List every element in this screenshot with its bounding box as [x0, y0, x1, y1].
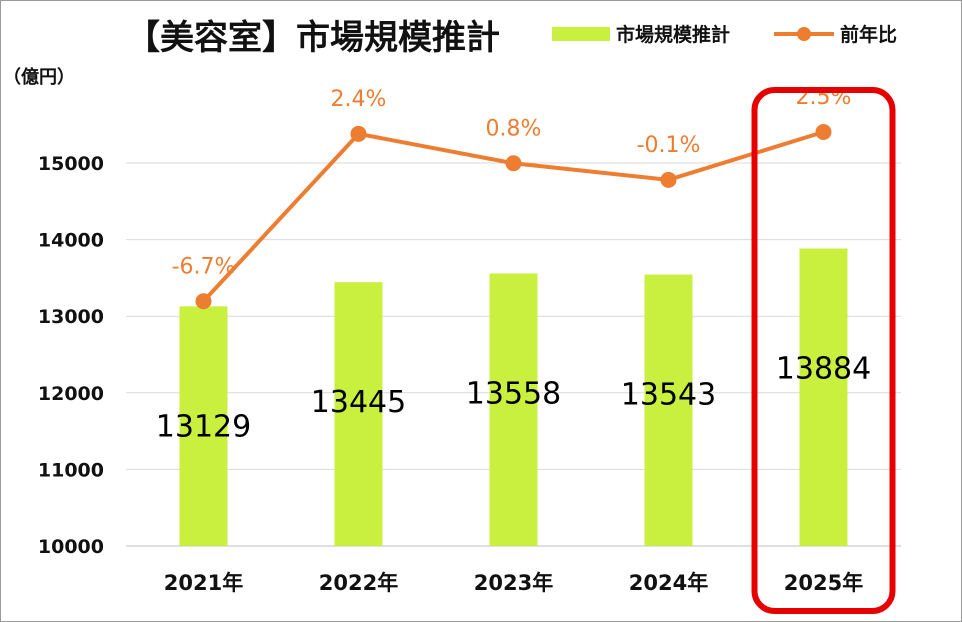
- legend-label-bar: 市場規模推計: [616, 23, 730, 46]
- y-tick-label: 14000: [38, 230, 104, 252]
- highlight-frame: [751, 87, 896, 614]
- legend: 市場規模推計 前年比: [552, 23, 897, 46]
- y-tick-label: 11000: [38, 459, 104, 481]
- x-tick-label: 2025年: [784, 571, 863, 595]
- x-tick-label: 2024年: [629, 571, 708, 595]
- y-axis-unit-label: （億円）: [3, 66, 75, 88]
- y-tick-label: 10000: [38, 536, 104, 558]
- bar-value-label: 13129: [156, 409, 251, 444]
- x-tick-label: 2022年: [319, 571, 398, 595]
- yoy-point: [660, 171, 677, 188]
- yoy-point: [815, 124, 832, 140]
- yoy-label: -6.7%: [172, 254, 236, 279]
- legend-swatch-bar: [552, 27, 610, 41]
- bar-value-label: 13558: [466, 376, 561, 411]
- bar: [799, 248, 848, 546]
- y-tick-label: 15000: [38, 153, 104, 175]
- bar: [179, 306, 228, 546]
- x-tick-label: 2023年: [474, 571, 553, 595]
- bar: [489, 273, 538, 546]
- y-tick-label: 13000: [38, 306, 104, 328]
- yoy-label: 2.4%: [331, 87, 387, 112]
- yoy-label: -0.1%: [637, 133, 701, 158]
- yoy-point: [195, 293, 212, 310]
- yoy-label: 0.8%: [486, 116, 542, 141]
- legend-swatch-marker: [797, 27, 811, 41]
- bar-value-label: 13543: [621, 378, 716, 413]
- yoy-point: [505, 155, 522, 172]
- y-tick-label: 12000: [38, 383, 104, 405]
- bar-value-label: 13884: [776, 351, 871, 386]
- bar-value-label: 13445: [311, 385, 406, 420]
- yoy-point: [350, 125, 367, 142]
- x-tick-label: 2021年: [164, 571, 243, 595]
- chart-title: 【美容室】市場規模推計: [126, 18, 500, 58]
- legend-label-line: 前年比: [840, 23, 897, 46]
- bar: [644, 274, 693, 546]
- bar: [334, 282, 383, 546]
